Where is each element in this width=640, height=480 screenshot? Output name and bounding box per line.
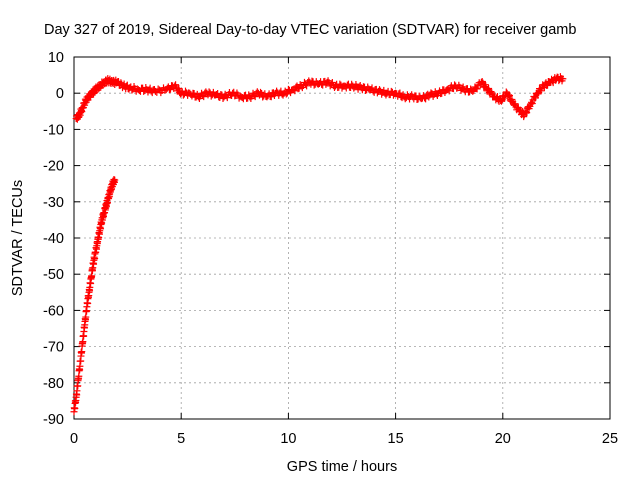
data-point-interp: [488, 89, 496, 97]
data-point-interp: [531, 94, 539, 102]
data-point-interp: [534, 90, 542, 98]
data-point: [477, 78, 485, 86]
data-point-interp: [528, 100, 536, 108]
data-point: [497, 96, 505, 104]
data-point-interp: [282, 90, 290, 98]
x-axis: 0 5 10 15 20 25: [70, 57, 618, 447]
data-point-interp: [501, 94, 509, 102]
y-tick-label: -40: [43, 231, 64, 247]
x-tick-label: 10: [280, 431, 296, 447]
data-point-interp: [172, 81, 180, 89]
data-point-interp: [481, 82, 489, 90]
y-tick-label: -90: [43, 412, 64, 428]
data-point-interp: [146, 84, 154, 92]
data-point-interp: [473, 85, 481, 93]
data-point-interp: [523, 109, 531, 117]
data-point-interp: [478, 77, 486, 85]
y-tick-label: -30: [43, 195, 64, 211]
data-point-interp: [257, 88, 265, 96]
data-point-interp: [368, 84, 376, 92]
data-point: [559, 75, 567, 83]
x-tick-label: 5: [177, 431, 185, 447]
y-tick-label: -50: [43, 267, 64, 283]
data-point-interp: [207, 92, 215, 100]
data-point-interp: [396, 89, 404, 97]
y-tick-label: -70: [43, 340, 64, 356]
data-point-interp: [310, 81, 318, 89]
grid-lines: [74, 57, 610, 419]
y-tick-label: 10: [48, 50, 64, 66]
data-point-interp: [427, 89, 435, 97]
data-point: [111, 176, 119, 184]
data-points: [70, 73, 567, 416]
data-point-interp: [190, 89, 198, 97]
data-point-interp: [504, 93, 512, 101]
y-tick-label: -20: [43, 159, 64, 175]
data-point-interp: [506, 92, 513, 100]
x-tick-label: 15: [388, 431, 404, 447]
data-point-interp: [319, 81, 327, 89]
data-point-interp: [267, 93, 275, 101]
data-point-interp: [154, 85, 162, 93]
data-point-interp: [438, 89, 446, 97]
y-tick-label: -10: [43, 122, 64, 138]
data-point-interp: [350, 84, 358, 92]
x-axis-label: GPS time / hours: [287, 459, 397, 475]
chart-title: Day 327 of 2019, Sidereal Day-to-day VTE…: [44, 22, 576, 38]
data-point-interp: [328, 78, 336, 86]
data-point-interp: [175, 84, 183, 92]
data-point-interp: [487, 88, 495, 96]
data-point-interp: [481, 81, 489, 89]
data-point-interp: [200, 93, 208, 101]
data-point: [469, 87, 477, 95]
y-axis-label: SDTVAR / TECUs: [10, 180, 26, 296]
y-tick-label: -80: [43, 376, 64, 392]
x-tick-label: 0: [70, 431, 78, 447]
x-tick-label: 25: [602, 431, 618, 447]
data-point-interp: [497, 97, 505, 105]
data-point-interp: [505, 91, 513, 99]
data-point-interp: [511, 100, 519, 108]
data-point-interp: [303, 82, 311, 90]
x-tick-label: 20: [495, 431, 511, 447]
data-point-interp: [214, 90, 222, 98]
y-axis: 10 0 -10 -20 -30 -40 -50 -60 -70 -80 -90: [43, 50, 610, 428]
data-point-interp: [128, 86, 136, 94]
data-point-interp: [251, 93, 259, 101]
y-tick-label: 0: [56, 86, 64, 102]
y-tick-label: -60: [43, 303, 64, 319]
